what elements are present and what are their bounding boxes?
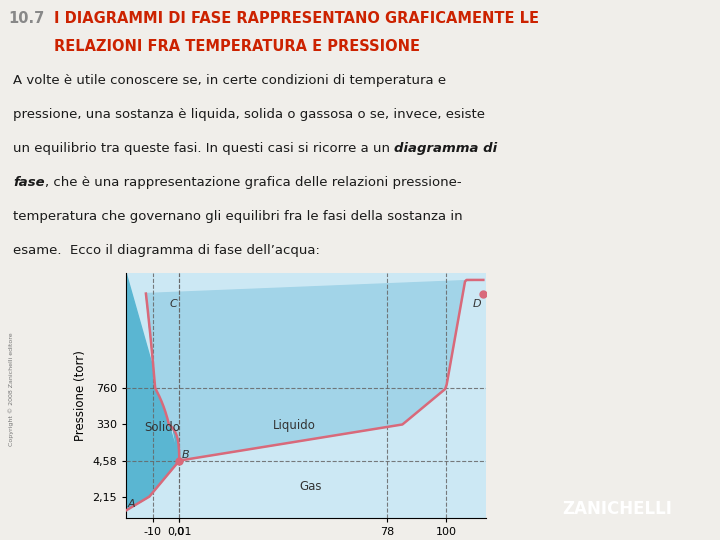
Text: A: A — [127, 498, 135, 509]
Text: Gas: Gas — [300, 480, 322, 492]
Text: RELAZIONI FRA TEMPERATURA E PRESSIONE: RELAZIONI FRA TEMPERATURA E PRESSIONE — [54, 38, 420, 53]
Text: pressione, una sostanza è liquida, solida o gassosa o se, invece, esiste: pressione, una sostanza è liquida, solid… — [13, 108, 485, 121]
Text: Solido: Solido — [145, 421, 181, 434]
Text: B: B — [181, 450, 189, 460]
Text: fase: fase — [13, 176, 45, 189]
Text: , che è una rappresentazione grafica delle relazioni pressione-: , che è una rappresentazione grafica del… — [45, 176, 462, 189]
Polygon shape — [126, 273, 179, 518]
Text: Liquido: Liquido — [273, 418, 315, 431]
Text: temperatura che governano gli equilibri fra le fasi della sostanza in: temperatura che governano gli equilibri … — [13, 210, 462, 223]
Polygon shape — [146, 280, 483, 461]
Text: ZANICHELLI: ZANICHELLI — [562, 500, 672, 518]
Text: 10.7: 10.7 — [9, 11, 45, 26]
Text: A volte è utile conoscere se, in certe condizioni di temperatura e: A volte è utile conoscere se, in certe c… — [13, 74, 446, 87]
Text: D: D — [472, 299, 481, 309]
Text: I DIAGRAMMI DI FASE RAPPRESENTANO GRAFICAMENTE LE: I DIAGRAMMI DI FASE RAPPRESENTANO GRAFIC… — [54, 11, 539, 26]
Y-axis label: Pressione (torr): Pressione (torr) — [73, 350, 86, 441]
Text: diagramma di: diagramma di — [395, 142, 498, 155]
Polygon shape — [126, 280, 486, 518]
Text: C: C — [170, 299, 178, 309]
Text: Copyright © 2008 Zanichelli editore: Copyright © 2008 Zanichelli editore — [9, 332, 14, 446]
Text: esame.  Ecco il diagramma di fase dell’acqua:: esame. Ecco il diagramma di fase dell’ac… — [13, 245, 320, 258]
Text: un equilibrio tra queste fasi. In questi casi si ricorre a un: un equilibrio tra queste fasi. In questi… — [13, 142, 395, 155]
